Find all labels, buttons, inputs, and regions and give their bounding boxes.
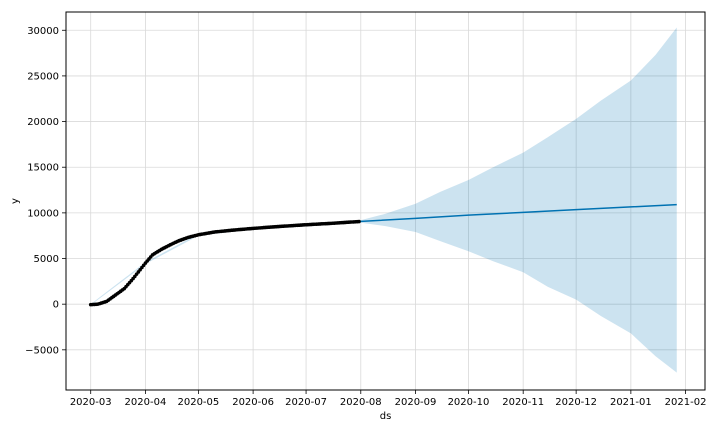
x-axis-label: ds	[380, 411, 392, 422]
y-axis-ticks: −5000 0 5000 10000 15000 20000 25000 30000	[25, 26, 66, 356]
x-tick-label: 2020-11	[502, 397, 544, 408]
observed-points	[88, 219, 361, 307]
y-tick-label: 25000	[27, 71, 59, 82]
x-tick-label: 2020-07	[285, 397, 327, 408]
x-tick-label: 2020-05	[177, 397, 219, 408]
uncertainty-interval-band	[90, 27, 677, 373]
x-tick-label: 2020-08	[340, 397, 382, 408]
x-tick-label: 2021-02	[665, 397, 707, 408]
x-tick-label: 2020-04	[125, 397, 167, 408]
y-tick-label: 0	[53, 300, 59, 311]
x-tick-label: 2020-10	[448, 397, 490, 408]
y-tick-label: 10000	[27, 208, 59, 219]
grid	[66, 12, 705, 390]
x-tick-label: 2020-06	[232, 397, 274, 408]
x-tick-label: 2020-03	[70, 397, 112, 408]
x-tick-label: 2020-12	[555, 397, 597, 408]
plot-frame	[65, 11, 706, 391]
y-tick-label: 15000	[27, 163, 59, 174]
y-axis-label: y	[10, 198, 21, 204]
x-tick-label: 2021-01	[610, 397, 652, 408]
y-tick-label: 20000	[27, 117, 59, 128]
y-tick-label: 30000	[27, 26, 59, 37]
y-tick-label: −5000	[25, 345, 59, 356]
y-tick-label: 5000	[34, 254, 59, 265]
x-axis-ticks: 2020-03 2020-04 2020-05 2020-06 2020-07 2020-…	[70, 390, 707, 408]
x-tick-label: 2020-09	[395, 397, 437, 408]
observed-point	[357, 219, 361, 224]
